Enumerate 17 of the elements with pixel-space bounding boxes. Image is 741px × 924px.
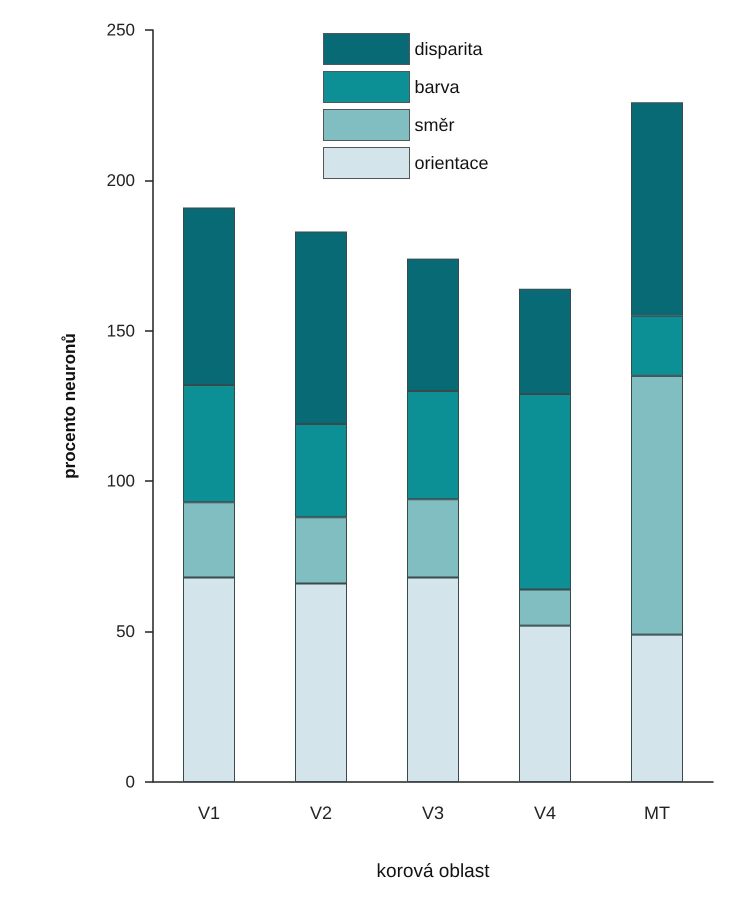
x-tick-label: MT [644, 803, 670, 823]
y-tick-label: 200 [106, 170, 135, 190]
x-tick-label: V1 [198, 803, 220, 823]
y-tick-label: 100 [106, 472, 135, 491]
legend-label: směr [414, 115, 455, 135]
legend-label: barva [414, 77, 461, 97]
legend-label: orientace [414, 153, 489, 173]
x-tick-label: V3 [422, 803, 444, 823]
y-axis-title: procento neuronů [60, 333, 79, 479]
y-tick-label: 150 [106, 321, 135, 340]
legend-label: disparita [414, 39, 484, 59]
y-tick-label: 50 [116, 622, 135, 642]
y-tick-label: 250 [106, 20, 135, 40]
y-tick-label: 0 [126, 772, 135, 792]
x-tick-label: V4 [534, 803, 556, 823]
x-axis-title: korová oblast [376, 861, 490, 882]
x-tick-label: V2 [310, 803, 332, 823]
